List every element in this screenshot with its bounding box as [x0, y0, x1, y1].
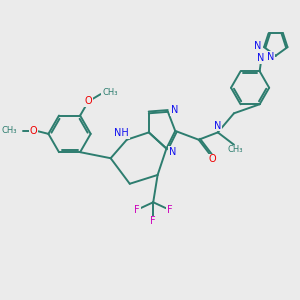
Text: N: N — [254, 41, 261, 51]
Text: N: N — [169, 147, 177, 157]
Text: O: O — [209, 154, 216, 164]
Text: NH: NH — [114, 128, 129, 138]
Text: F: F — [134, 206, 140, 215]
Text: F: F — [150, 216, 156, 226]
Text: CH₃: CH₃ — [2, 126, 17, 135]
Text: O: O — [85, 97, 92, 106]
Text: N: N — [171, 105, 178, 116]
Text: O: O — [30, 126, 38, 136]
Text: N: N — [257, 53, 265, 63]
Text: F: F — [167, 206, 172, 215]
Text: N: N — [214, 121, 221, 130]
Text: CH₃: CH₃ — [227, 146, 243, 154]
Text: N: N — [267, 52, 274, 62]
Text: CH₃: CH₃ — [102, 88, 118, 97]
